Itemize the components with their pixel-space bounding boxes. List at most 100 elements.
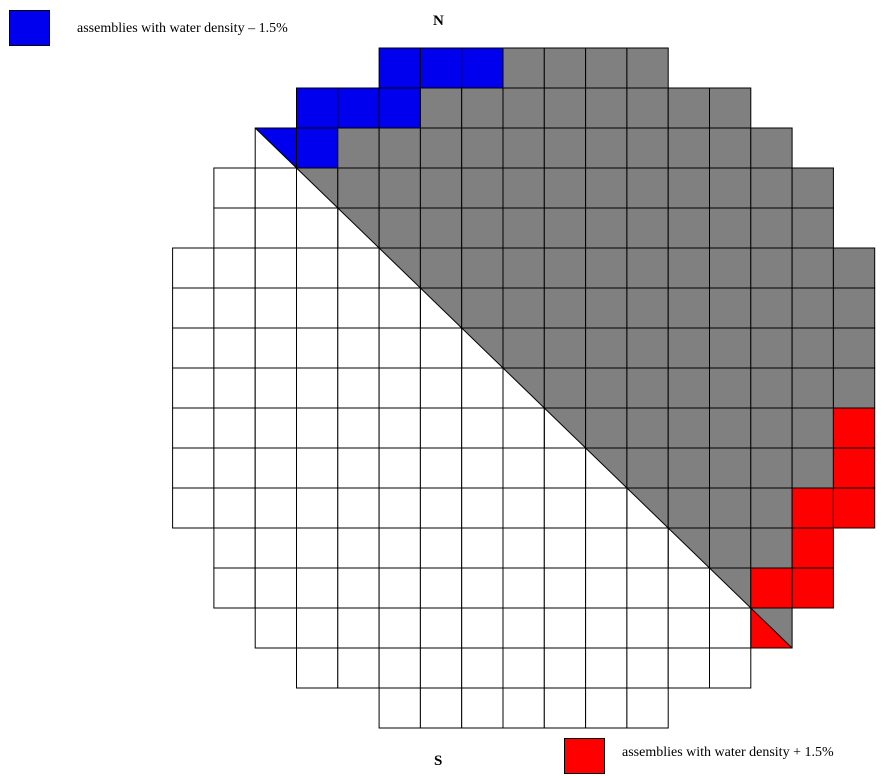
fuel-assembly-cell: [709, 407, 752, 449]
fuel-assembly-cell: [832, 287, 876, 329]
fuel-assembly-cell: [667, 87, 711, 129]
fuel-assembly-cell: [254, 207, 297, 249]
fuel-assembly-cell: [172, 487, 215, 529]
fuel-assembly-cell: [791, 207, 834, 249]
fuel-assembly-cell: [502, 247, 545, 289]
fuel-assembly-cell: [543, 567, 587, 609]
fuel-assembly-cell: [378, 47, 421, 89]
fuel-assembly-cell: [585, 167, 628, 209]
fuel-assembly-cell: [337, 567, 380, 609]
fuel-assembly-cell: [461, 207, 504, 249]
fuel-assembly-cell: [213, 167, 256, 209]
fuel-assembly-cell: [378, 607, 421, 649]
fuel-assembly-cell: [378, 407, 421, 449]
fuel-assembly-cell: [254, 567, 297, 609]
fuel-assembly-cell: [419, 487, 463, 529]
fuel-assembly-cell: [337, 247, 380, 289]
fuel-assembly-cell: [626, 87, 669, 129]
fuel-assembly-cell: [419, 207, 463, 249]
fuel-assembly-cell: [750, 487, 793, 529]
fuel-assembly-cell: [254, 327, 297, 369]
fuel-assembly-cell: [254, 527, 297, 569]
fuel-assembly-cell: [543, 687, 587, 729]
fuel-assembly-cell: [709, 527, 752, 569]
fuel-assembly-cell: [296, 87, 339, 129]
fuel-assembly-cell: [296, 407, 339, 449]
fuel-assembly-cell: [543, 167, 587, 209]
fuel-assembly-cell: [213, 567, 256, 609]
fuel-assembly-cell: [296, 607, 339, 649]
fuel-assembly-cell: [419, 407, 463, 449]
fuel-assembly-cell: [254, 167, 297, 209]
fuel-assembly-cell: [502, 167, 545, 209]
fuel-assembly-cell: [502, 687, 545, 729]
fuel-assembly-cell: [585, 47, 628, 89]
fuel-assembly-cell: [213, 247, 256, 289]
fuel-assembly-cell: [709, 447, 752, 489]
fuel-assembly-cell: [626, 287, 669, 329]
fuel-assembly-cell: [296, 647, 339, 689]
fuel-assembly-cell: [337, 167, 380, 209]
fuel-assembly-cell: [502, 567, 545, 609]
fuel-assembly-cell: [750, 447, 793, 489]
fuel-assembly-cell: [502, 287, 545, 329]
fuel-assembly-cell: [750, 527, 793, 569]
fuel-assembly-cell: [296, 567, 339, 609]
fuel-assembly-cell: [213, 207, 256, 249]
fuel-assembly-cell: [296, 327, 339, 369]
fuel-assembly-cell: [667, 287, 711, 329]
fuel-assembly-cell: [296, 287, 339, 329]
fuel-assembly-cell: [502, 87, 545, 129]
fuel-assembly-cell: [461, 487, 504, 529]
fuel-assembly-cell: [337, 647, 380, 689]
fuel-assembly-cell: [750, 127, 793, 169]
fuel-assembly-cell: [172, 447, 215, 489]
fuel-assembly-cell: [461, 567, 504, 609]
fuel-assembly-cell: [585, 687, 628, 729]
fuel-assembly-cell: [585, 407, 628, 449]
fuel-assembly-cell: [709, 367, 752, 409]
fuel-assembly-cell: [585, 207, 628, 249]
fuel-assembly-cell: [461, 167, 504, 209]
fuel-assembly-cell: [626, 127, 669, 169]
fuel-assembly-cell: [626, 407, 669, 449]
fuel-assembly-cell: [667, 367, 711, 409]
fuel-assembly-cell: [585, 527, 628, 569]
fuel-assembly-cell: [296, 247, 339, 289]
fuel-assembly-cell: [378, 167, 421, 209]
fuel-assembly-cell: [172, 367, 215, 409]
fuel-assembly-cell: [626, 687, 669, 729]
fuel-assembly-cell: [791, 287, 834, 329]
fuel-assembly-cell: [296, 127, 339, 169]
fuel-assembly-cell: [585, 87, 628, 129]
fuel-assembly-cell: [213, 447, 256, 489]
fuel-assembly-cell: [337, 287, 380, 329]
fuel-assembly-cell: [585, 247, 628, 289]
fuel-assembly-cell: [213, 327, 256, 369]
fuel-assembly-cell: [461, 527, 504, 569]
symmetry-diagonal-line: [254, 127, 793, 649]
fuel-assembly-cell: [750, 607, 793, 649]
legend-swatch-minus: [9, 10, 50, 46]
fuel-assembly-cell: [419, 87, 463, 129]
fuel-assembly-cell: [709, 127, 752, 169]
fuel-assembly-cell: [750, 167, 793, 209]
fuel-assembly-cell: [791, 247, 834, 289]
fuel-assembly-cell: [667, 567, 711, 609]
fuel-assembly-cell: [709, 207, 752, 249]
fuel-assembly-cell: [709, 87, 752, 129]
fuel-assembly-cell: [543, 447, 587, 489]
fuel-assembly-cell: [502, 527, 545, 569]
fuel-assembly-cell: [378, 687, 421, 729]
fuel-assembly-cell: [667, 167, 711, 209]
fuel-assembly-cell: [378, 487, 421, 529]
fuel-assembly-cell: [750, 287, 793, 329]
fuel-assembly-cell: [172, 327, 215, 369]
fuel-assembly-cell: [832, 367, 876, 409]
fuel-assembly-cell: [502, 607, 545, 649]
fuel-assembly-cell: [791, 487, 834, 529]
fuel-assembly-cell: [502, 647, 545, 689]
fuel-assembly-cell: [213, 287, 256, 329]
fuel-assembly-cell: [419, 687, 463, 729]
fuel-assembly-cell: [709, 327, 752, 369]
